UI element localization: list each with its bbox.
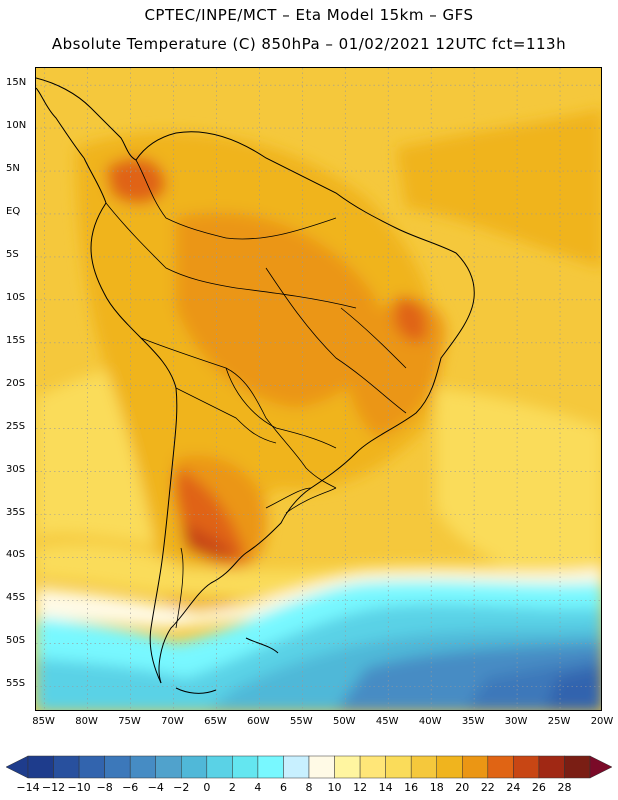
latitude-label: 15N	[6, 77, 27, 89]
colorbar-max-arrow	[589, 755, 612, 779]
chart-title: CPTEC/INPE/MCT – Eta Model 15km – GFS	[144, 6, 474, 24]
country-borders	[105, 159, 407, 629]
map-panel	[35, 67, 602, 711]
colorbar-tick-label: 14	[378, 781, 393, 794]
colorbar-tick-label: −6	[122, 781, 139, 794]
colorbar-swatch	[104, 755, 131, 779]
latitude-label: 35S	[6, 506, 26, 518]
colorbar-tick-label: −2	[173, 781, 190, 794]
colorbar	[6, 755, 612, 779]
colorbar-swatch	[232, 755, 259, 779]
latitude-label: 5S	[6, 248, 19, 260]
colorbar-swatch	[359, 755, 386, 779]
colorbar-tick-label: −10	[67, 781, 91, 794]
longitude-label: 70W	[161, 716, 184, 727]
colorbar-tick-label: 6	[279, 781, 287, 794]
colorbar-tick-label: 26	[531, 781, 546, 794]
colorbar-tick-label: −14	[16, 781, 40, 794]
colorbar-tick-label: −8	[96, 781, 113, 794]
colorbar-swatch	[334, 755, 361, 779]
longitude-label: 80W	[75, 716, 98, 727]
chart-subtitle: Absolute Temperature (C) 850hPa – 01/02/…	[51, 35, 567, 53]
latitude-label: 40S	[6, 549, 26, 561]
colorbar-swatch	[487, 755, 514, 779]
colorbar-swatch	[78, 755, 105, 779]
latitude-label: EQ	[6, 205, 21, 217]
latitude-label: 50S	[6, 635, 26, 647]
colorbar-tick-label: 2	[228, 781, 236, 794]
colorbar-swatch	[308, 755, 335, 779]
colorbar-min-arrow	[6, 755, 29, 779]
colorbar-swatch	[513, 755, 540, 779]
colorbar-swatch	[27, 755, 54, 779]
colorbar-swatch	[385, 755, 412, 779]
colorbar-tick-label: 4	[254, 781, 262, 794]
longitude-label: 20W	[590, 716, 614, 727]
colorbar-swatch	[436, 755, 463, 779]
longitude-label: 50W	[332, 716, 356, 727]
colorbar-tick-label: 10	[327, 781, 342, 794]
colorbar-tick-label: −4	[147, 781, 164, 794]
temperature-map	[36, 68, 601, 710]
colorbar-swatch	[181, 755, 208, 779]
colorbar-tick-label: 16	[404, 781, 419, 794]
colorbar-tick-label: 18	[429, 781, 444, 794]
graticule	[36, 68, 601, 710]
colorbar-swatch	[53, 755, 80, 779]
colorbar-tick-label: 20	[455, 781, 470, 794]
longitude-label: 30W	[504, 716, 528, 727]
latitude-label: 30S	[6, 463, 26, 475]
longitude-label: 40W	[418, 716, 442, 727]
colorbar-swatch	[155, 755, 182, 779]
latitude-label: 10S	[6, 291, 26, 303]
longitude-label: 25W	[547, 716, 571, 727]
colorbar-swatch	[564, 755, 591, 779]
latitude-label: 5N	[6, 163, 20, 175]
colorbar-swatch	[462, 755, 489, 779]
longitude-label: 85W	[32, 716, 55, 727]
latitude-label: 45S	[6, 592, 26, 604]
longitude-label: 45W	[375, 716, 399, 727]
colorbar-tick-label: −12	[41, 781, 66, 794]
colorbar-swatch	[257, 755, 284, 779]
longitude-label: 65W	[204, 716, 227, 727]
latitude-label: 55S	[6, 678, 26, 690]
latitude-label: 20S	[6, 377, 26, 389]
colorbar-tick-label: 0	[203, 781, 211, 794]
colorbar-swatch	[538, 755, 565, 779]
longitude-label: 75W	[118, 716, 141, 727]
latitude-label: 15S	[6, 334, 26, 346]
longitude-label: 60W	[247, 716, 270, 727]
colorbar-tick-label: 24	[506, 781, 521, 794]
latitude-label: 25S	[6, 420, 26, 432]
colorbar-swatch	[283, 755, 310, 779]
colorbar-tick-label: 28	[557, 781, 572, 794]
colorbar-swatch	[410, 755, 437, 779]
longitude-label: 35W	[461, 716, 485, 727]
colorbar-swatch	[206, 755, 233, 779]
colorbar-tick-label: 22	[480, 781, 495, 794]
colorbar-tick-label: 12	[353, 781, 368, 794]
colorbar-tick-label: 8	[305, 781, 313, 794]
temperature-field	[36, 68, 601, 710]
colorbar-swatch	[129, 755, 156, 779]
latitude-label: 10N	[6, 120, 27, 132]
longitude-label: 55W	[290, 716, 313, 727]
